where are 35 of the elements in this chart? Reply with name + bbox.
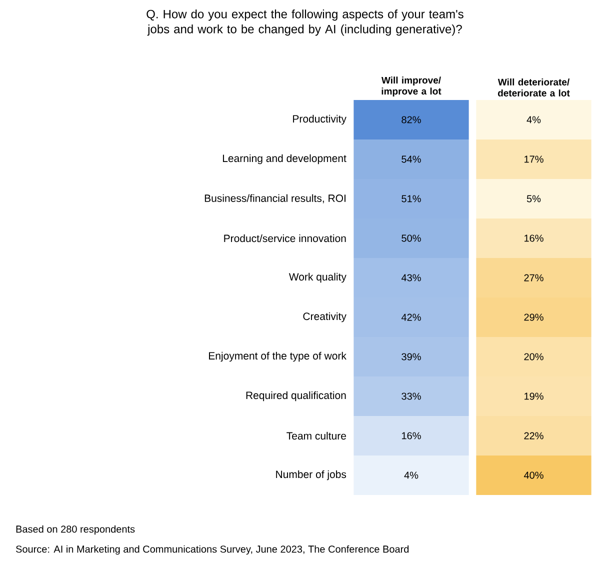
data-label: 50% <box>402 234 421 242</box>
data-label: 16% <box>524 234 544 242</box>
y-tick-label: Team culture <box>286 432 346 440</box>
data-label: 51% <box>402 195 421 202</box>
data-label: 29% <box>524 314 544 321</box>
text: Based on 280 respondents <box>16 525 135 535</box>
y-tick-label: Business/financial results, ROI <box>204 194 346 204</box>
data-label: 39% <box>402 353 421 360</box>
y-tick-label: Number of jobs <box>276 470 346 480</box>
y-tick-label: Enjoyment of the type of work <box>209 352 346 362</box>
y-tick-label: Product/service innovation <box>224 234 346 242</box>
data-label: 17% <box>524 156 544 163</box>
data-label: 20% <box>524 353 544 360</box>
y-tick-label: Creativity <box>303 312 346 322</box>
data-label: 82% <box>402 116 421 124</box>
x-tick-label: Will deteriorate/ deteriorate a lot <box>498 78 570 96</box>
chart-title: Q. How do you expect the following aspects of your team's jobs and work to be changed by AI (including generative)? <box>146 10 464 36</box>
source-note: Source: AI in Marketing and Communications Survey, June 2023, The Conference Board <box>16 545 409 555</box>
y-tick-label: Work quality <box>288 272 346 283</box>
data-label: 43% <box>401 274 421 282</box>
data-label: 40% <box>524 472 544 479</box>
data-label: 22% <box>524 432 544 440</box>
data-label: 4% <box>404 472 418 479</box>
data-label: 5% <box>526 195 541 202</box>
data-label: 33% <box>402 392 421 400</box>
x-tick-label: Will improve/ improve a lot <box>381 76 442 96</box>
data-label: 4% <box>526 116 541 124</box>
data-label: 16% <box>402 432 421 440</box>
data-label: 54% <box>402 156 421 163</box>
y-tick-label: Productivity <box>293 114 346 125</box>
data-label: 27% <box>524 274 544 282</box>
data-label: 42% <box>401 314 421 321</box>
data-label: 19% <box>524 392 544 400</box>
y-tick-label: Learning and development <box>222 154 346 164</box>
y-tick-label: Required qualification <box>246 391 346 402</box>
